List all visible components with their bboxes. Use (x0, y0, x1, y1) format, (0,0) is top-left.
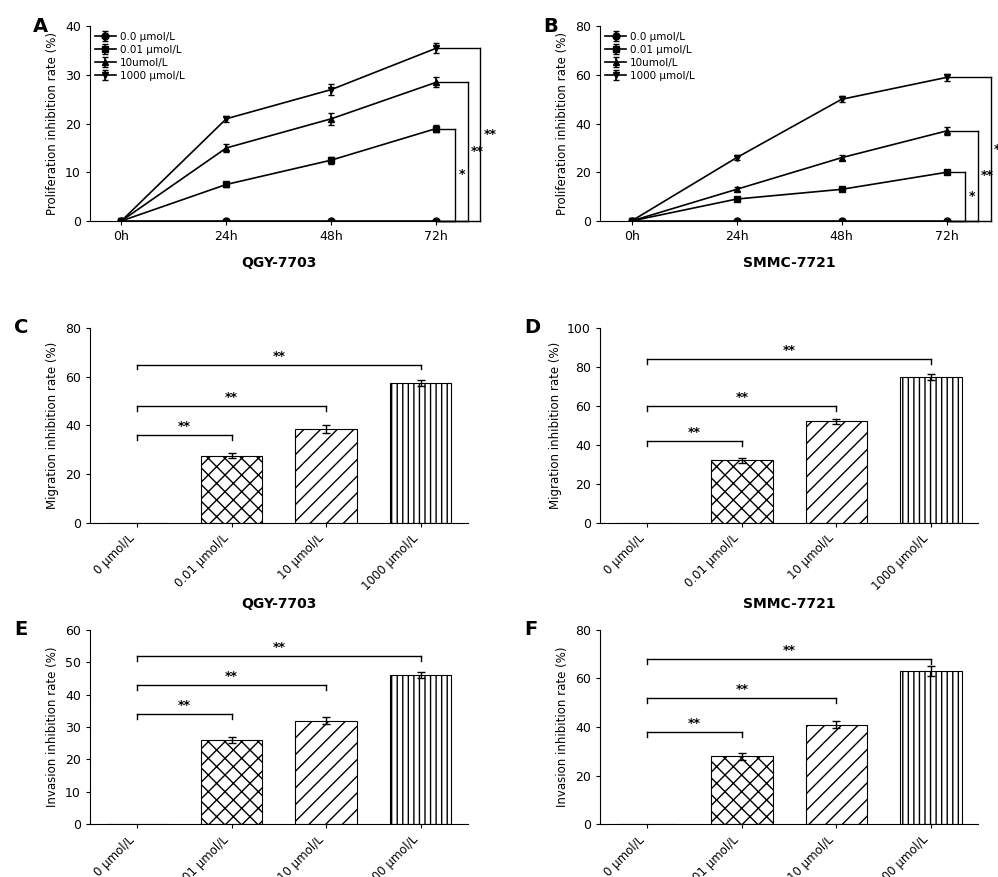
Text: F: F (525, 620, 538, 639)
Text: D: D (525, 318, 541, 338)
Bar (712, 756, 772, 824)
Legend: 0.0 μmol/L, 0.01 μmol/L, 10umol/L, 1000 μmol/L: 0.0 μmol/L, 0.01 μmol/L, 10umol/L, 1000 … (605, 32, 695, 81)
Bar (900, 671, 961, 824)
Text: QGY-7703: QGY-7703 (242, 596, 316, 610)
Text: **: ** (981, 169, 994, 182)
Bar (201, 456, 262, 523)
Text: C: C (14, 318, 29, 338)
Text: SMMC-7721: SMMC-7721 (743, 596, 835, 610)
Text: QGY-7703: QGY-7703 (242, 256, 316, 270)
Legend: 0.0 μmol/L, 0.01 μmol/L, 10umol/L, 1000 μmol/L: 0.0 μmol/L, 0.01 μmol/L, 10umol/L, 1000 … (95, 32, 185, 81)
Text: **: ** (994, 143, 998, 156)
Text: *: * (969, 190, 975, 203)
Text: **: ** (226, 391, 239, 404)
Text: **: ** (471, 145, 484, 158)
Text: **: ** (736, 683, 748, 696)
Y-axis label: Proliferation inhibition rate (%): Proliferation inhibition rate (%) (46, 32, 59, 215)
Bar (805, 724, 867, 824)
Text: **: ** (688, 717, 701, 730)
Text: B: B (543, 17, 558, 36)
Bar (805, 422, 867, 523)
Text: **: ** (272, 350, 285, 362)
Bar (712, 460, 772, 523)
Text: *: * (458, 168, 465, 182)
Bar (390, 675, 451, 824)
Text: E: E (14, 620, 28, 639)
Bar (295, 721, 356, 824)
Y-axis label: Invasion inhibition rate (%): Invasion inhibition rate (%) (557, 647, 570, 808)
Text: **: ** (688, 426, 701, 439)
Text: **: ** (178, 699, 191, 712)
Bar (390, 382, 451, 523)
Text: **: ** (782, 344, 795, 357)
Y-axis label: Migration inhibition rate (%): Migration inhibition rate (%) (549, 342, 562, 509)
Text: SMMC-7721: SMMC-7721 (743, 256, 835, 270)
Y-axis label: Invasion inhibition rate (%): Invasion inhibition rate (%) (46, 647, 59, 808)
Text: **: ** (178, 420, 191, 433)
Text: **: ** (226, 670, 239, 683)
Text: **: ** (484, 128, 497, 141)
Text: **: ** (736, 391, 748, 404)
Text: **: ** (782, 644, 795, 657)
Bar (201, 740, 262, 824)
Bar (900, 377, 961, 523)
Text: **: ** (272, 641, 285, 653)
Y-axis label: Proliferation inhibition rate (%): Proliferation inhibition rate (%) (557, 32, 570, 215)
Y-axis label: Migration inhibition rate (%): Migration inhibition rate (%) (46, 342, 59, 509)
Bar (295, 429, 356, 523)
Text: A: A (33, 17, 48, 36)
